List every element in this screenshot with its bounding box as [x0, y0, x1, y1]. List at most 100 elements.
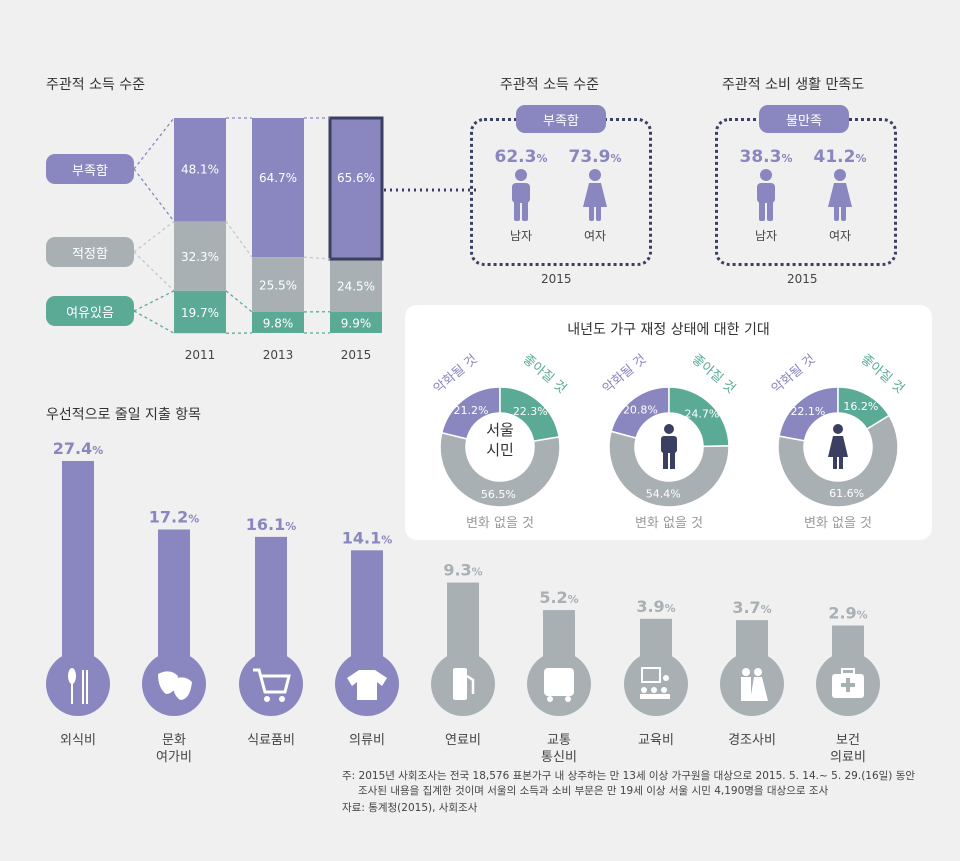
connector-line: [225, 221, 253, 258]
connector-line: [303, 256, 331, 260]
spending-category-label: 통신비: [541, 750, 577, 765]
finance-donut-charts: 21.2% 22.3% 56.5% 악화될 것 좋아질 것변화 없을 것 20.8% 24.…: [431, 352, 907, 531]
bar-2013-series-1: [252, 257, 304, 312]
spending-category-label: 식료품비: [247, 733, 295, 748]
spending-bar: [158, 529, 190, 665]
bar-2011-series-1: [174, 221, 226, 291]
spending-value-label: 16.1%: [246, 515, 297, 534]
female-icon-leg: [839, 455, 843, 469]
bar-2015-series-0: [330, 118, 382, 260]
shirt-icon: [347, 670, 387, 700]
legend-connector: [133, 310, 175, 334]
legend-connector: [133, 290, 175, 312]
donut-better-label: 좋아질 것: [689, 352, 738, 397]
donut-slice: [439, 431, 561, 508]
female-icon: [583, 169, 607, 221]
spending-value-label: 3.9%: [636, 597, 675, 616]
classroom-icon: [640, 667, 670, 699]
gender-consumption-badge-label: 불만족: [786, 113, 822, 129]
donut-center-line1: 서울: [486, 421, 514, 439]
spending-category-label: 의료비: [830, 750, 866, 765]
utensils-icon: [68, 668, 88, 704]
spending-category-label: 문화: [162, 733, 186, 748]
gender-income-badge-label: 부족함: [543, 113, 579, 129]
donut-better-label: 좋아질 것: [520, 352, 569, 397]
first-aid-kit-icon: [832, 668, 864, 698]
donut-worse-label: 악화될 것: [431, 352, 480, 397]
spending-bar: [351, 550, 383, 665]
source-note: 자료: 통계청(2015), 사회조사: [342, 802, 478, 814]
spending-category-label: 경조사비: [728, 733, 776, 748]
male-icon-leg: [670, 451, 675, 469]
spending-value-label: 2.9%: [828, 604, 867, 623]
male-icon: [512, 169, 530, 221]
theater-masks-icon: [158, 671, 192, 700]
gender-consumption-female: 41.2% 여자: [800, 147, 880, 244]
donut-center-line2: 시민: [486, 441, 514, 459]
donut-slice: [608, 430, 730, 508]
spending-category-label: 연료비: [445, 733, 481, 748]
bar-2013-series-2: [252, 311, 304, 333]
income-chart-title: 주관적 소득 수준: [46, 77, 146, 93]
male-income-pct: 62.3%: [494, 147, 548, 167]
bar-2015-series-1: [330, 259, 382, 312]
male-consumption-pct: 38.3%: [739, 147, 793, 167]
donut-value-label: 20.8%: [623, 404, 658, 417]
spending-value-label: 9.3%: [443, 561, 482, 580]
donut-value-label: 22.3%: [513, 405, 548, 418]
donut-center-label: 서울 시민: [470, 420, 530, 460]
spending-icon-circle: [720, 652, 784, 716]
male-icon: [757, 169, 775, 221]
connector-line: [225, 290, 253, 313]
male-icon: [664, 424, 674, 434]
bar-value-label: 19.7%: [181, 306, 219, 320]
spending-value-label: 14.1%: [342, 528, 393, 547]
spending-icon-circle: [624, 652, 688, 716]
bar-value-label: 9.9%: [341, 316, 372, 330]
bar-2013-series-0: [252, 118, 304, 258]
male-label: 남자: [754, 229, 778, 243]
spending-bar: [255, 536, 287, 665]
spending-category-label: 보건: [836, 733, 860, 748]
donut-nochange-label: 변화 없을 것: [804, 516, 872, 531]
x-tick-label: 2011: [185, 348, 216, 362]
male-icon-body: [661, 436, 677, 453]
legend-connector: [133, 220, 175, 253]
x-tick-label: 2013: [263, 348, 294, 362]
female-label: 여자: [828, 229, 852, 243]
donut-nochange-label: 변화 없을 것: [466, 516, 534, 531]
legend-sufficient: 여유있음: [46, 296, 134, 326]
donut-value-label: 56.5%: [481, 488, 516, 501]
gender-income-male: 62.3% 남자: [481, 147, 561, 244]
x-tick-label: 2015: [341, 348, 372, 362]
spending-value-label: 17.2%: [149, 507, 200, 526]
donut-worse-label: 악화될 것: [600, 352, 649, 397]
donut-value-label: 21.2%: [453, 404, 488, 417]
donut-worse-label: 악화될 것: [769, 352, 818, 397]
fuel-pump-icon: [453, 668, 475, 700]
spending-value-label: 3.7%: [732, 598, 771, 617]
spending-bar: [62, 461, 94, 665]
male-label: 남자: [509, 229, 533, 243]
bar-value-label: 65.6%: [337, 171, 375, 185]
legend-insufficient: 부족함: [46, 154, 134, 184]
legend-connector: [133, 168, 175, 222]
bar-value-label: 64.7%: [259, 171, 297, 185]
donut-value-label: 22.1%: [790, 405, 825, 418]
wedding-couple-icon: [741, 668, 768, 701]
male-icon-leg: [663, 451, 668, 469]
spending-category-label: 교통: [547, 733, 571, 748]
gender-consumption-title: 주관적 소비 생활 만족도: [722, 77, 865, 93]
highlight-frame: [328, 116, 384, 261]
footnote-line2: 조사된 내용을 집계한 것이며 서울의 소득과 소비 부문은 만 19세 이상 …: [358, 785, 829, 797]
gender-income-female: 73.9% 여자: [555, 147, 635, 244]
donut-value-label: 61.6%: [829, 487, 864, 500]
female-income-pct: 73.9%: [568, 147, 622, 167]
bar-2015-series-2: [330, 311, 382, 333]
female-icon: [833, 424, 843, 434]
bar-value-label: 32.3%: [181, 250, 219, 264]
legend-connector: [133, 251, 175, 292]
female-icon-body: [828, 436, 848, 457]
legend-adequate: 적정함: [46, 237, 134, 267]
spending-category-label: 여가비: [156, 750, 192, 765]
